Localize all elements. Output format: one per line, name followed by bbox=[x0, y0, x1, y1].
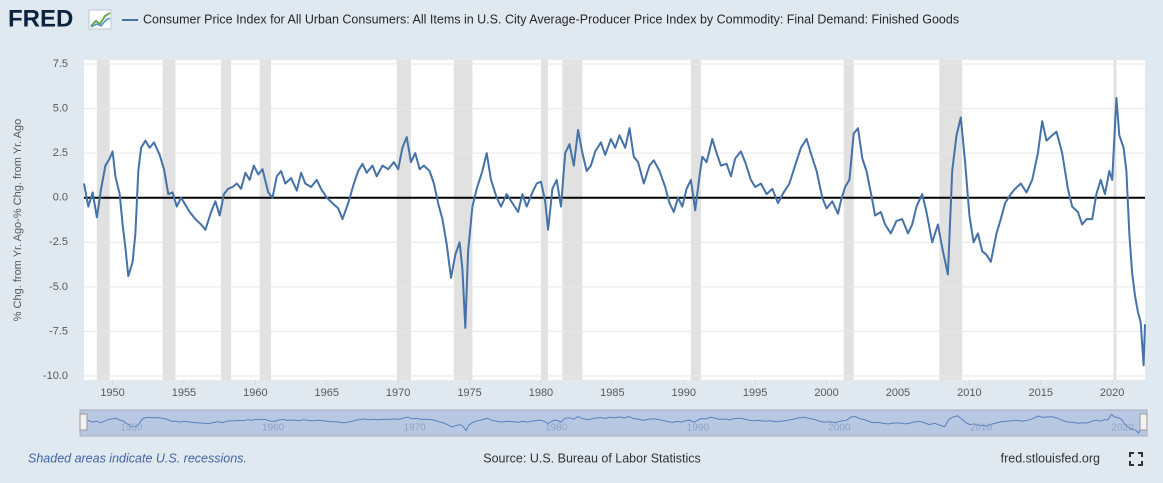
x-tick-label: 2000 bbox=[814, 387, 838, 399]
x-tick-label: 1950 bbox=[100, 387, 124, 399]
recession-band bbox=[96, 60, 110, 380]
recession-band bbox=[690, 60, 701, 380]
navigator-handle[interactable] bbox=[79, 413, 88, 431]
navigator-label: 2000 bbox=[828, 423, 851, 434]
y-tick-label: -7.5 bbox=[49, 325, 68, 337]
recession-band bbox=[259, 60, 272, 380]
navigator-handle[interactable] bbox=[1139, 413, 1148, 431]
logo-icon bbox=[88, 9, 112, 30]
x-tick-label: 2015 bbox=[1029, 387, 1053, 399]
logo: FRED bbox=[8, 5, 73, 32]
y-tick-label: 5.0 bbox=[53, 102, 68, 114]
recession-band bbox=[221, 60, 232, 380]
recession-band bbox=[540, 60, 549, 380]
legend-label: Consumer Price Index for All Urban Consu… bbox=[143, 12, 959, 26]
x-tick-label: 1980 bbox=[529, 387, 553, 399]
x-tick-label: 1965 bbox=[315, 387, 339, 399]
recession-band bbox=[453, 60, 473, 380]
navigator-label: 1990 bbox=[687, 423, 710, 434]
y-tick-label: -5.0 bbox=[49, 281, 68, 293]
navigator-label: 2010 bbox=[970, 423, 993, 434]
x-tick-label: 1975 bbox=[457, 387, 481, 399]
navigator-label: 1980 bbox=[545, 423, 568, 434]
plot-area bbox=[84, 60, 1145, 380]
navigator-label: 1950 bbox=[120, 423, 143, 434]
recession-band bbox=[396, 60, 412, 380]
x-tick-label: 2005 bbox=[886, 387, 910, 399]
recession-band bbox=[843, 60, 854, 380]
x-tick-label: 1960 bbox=[243, 387, 267, 399]
y-tick-label: 0.0 bbox=[53, 192, 68, 204]
navigator-line bbox=[87, 413, 1141, 435]
recession-band bbox=[562, 60, 583, 380]
recession-band bbox=[162, 60, 176, 380]
x-tick-label: 1995 bbox=[743, 387, 767, 399]
y-tick-label: -2.5 bbox=[49, 236, 68, 248]
x-tick-label: 2010 bbox=[957, 387, 981, 399]
navigator[interactable] bbox=[79, 409, 1148, 437]
site-link[interactable]: fred.stlouisfed.org bbox=[1001, 451, 1100, 465]
x-tick-label: 2020 bbox=[1100, 387, 1124, 399]
y-tick-label: 7.5 bbox=[53, 58, 68, 70]
x-tick-label: 1955 bbox=[172, 387, 196, 399]
plot-layer: -10.0 -7.5 -5.0 -2.5 0.0 2.5 5.0 7.5 1950 1955 196… bbox=[43, 58, 1146, 399]
fullscreen-icon[interactable] bbox=[1129, 452, 1143, 466]
navigator-label: 2020 bbox=[1111, 423, 1134, 434]
x-tick-label: 1970 bbox=[386, 387, 410, 399]
y-tick-label: 2.5 bbox=[53, 147, 68, 159]
recession-band bbox=[1113, 60, 1117, 380]
y-axis-label: % Chg. from Yr. Ago-% Chg. from Yr. Ago bbox=[12, 119, 24, 322]
y-tick-label: -10.0 bbox=[43, 370, 68, 382]
series-line bbox=[83, 96, 1146, 367]
x-tick-label: 1985 bbox=[600, 387, 624, 399]
recession-note: Shaded areas indicate U.S. recessions. bbox=[28, 451, 247, 465]
x-tick-label: 1990 bbox=[672, 387, 696, 399]
navigator-label: 1960 bbox=[262, 423, 285, 434]
navigator-label: 1970 bbox=[403, 423, 426, 434]
source: Source: U.S. Bureau of Labor Statistics bbox=[483, 451, 700, 465]
